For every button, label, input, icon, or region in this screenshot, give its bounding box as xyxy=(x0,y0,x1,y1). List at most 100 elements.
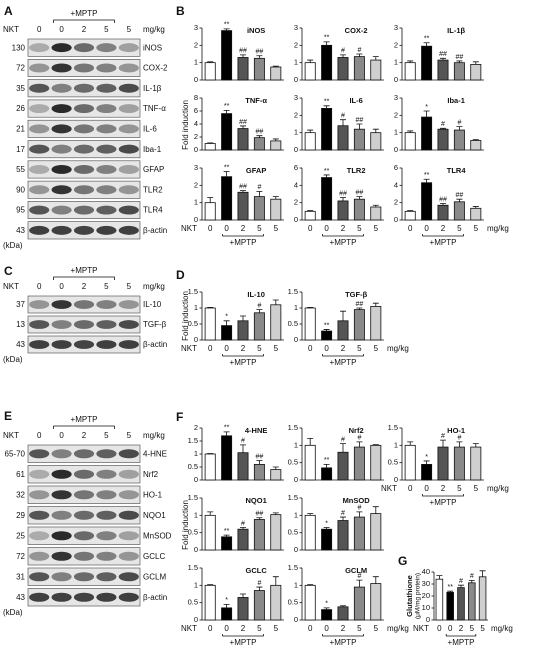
x-tick-label: 2 xyxy=(459,624,464,633)
significance: * xyxy=(425,454,428,461)
error-bar xyxy=(340,516,346,521)
y-tick-label: 20 xyxy=(422,591,430,600)
x-tick-label: 2 xyxy=(241,624,246,633)
y-tick-label: 1 xyxy=(394,440,398,449)
band xyxy=(118,185,139,195)
group-label: +MPTP xyxy=(71,266,98,275)
bar xyxy=(321,528,333,551)
protein-label: IL-10 xyxy=(143,300,162,309)
lane-label: 0 xyxy=(37,25,42,34)
band xyxy=(29,185,50,195)
band xyxy=(51,531,72,541)
kda-label: 25 xyxy=(16,531,25,540)
band xyxy=(51,469,72,479)
band xyxy=(118,205,139,215)
bracket xyxy=(222,234,264,237)
band xyxy=(29,449,50,459)
panel-label: B xyxy=(176,4,185,18)
y-tick-label: 4 xyxy=(394,180,398,189)
error-bar xyxy=(356,511,363,518)
bar xyxy=(370,513,382,551)
band xyxy=(118,124,139,134)
bar xyxy=(270,66,282,81)
bar xyxy=(321,467,333,481)
y-tick-label: 1 xyxy=(194,449,198,458)
y-tick-label: 0 xyxy=(294,335,298,344)
protein-label: HO-1 xyxy=(143,490,163,499)
significance: ## xyxy=(356,301,364,308)
lane-label: 5 xyxy=(104,282,109,291)
significance: ** xyxy=(224,528,230,535)
row-label: NKT xyxy=(181,624,197,633)
y-tick-label: 0 xyxy=(194,615,198,624)
y-tick-label: 2 xyxy=(394,40,398,49)
bar xyxy=(270,469,282,481)
band xyxy=(51,320,72,329)
error-bar xyxy=(256,55,263,59)
y-tick-label: 1.5 xyxy=(188,287,198,296)
bar xyxy=(221,435,233,481)
x-tick-label: 5 xyxy=(357,344,362,353)
chart-title: TLR4 xyxy=(447,166,467,175)
bar xyxy=(204,62,216,81)
x-tick-label: 2 xyxy=(441,484,446,493)
band xyxy=(118,83,139,93)
significance: # xyxy=(457,119,461,126)
band xyxy=(118,449,139,459)
bar xyxy=(404,132,416,151)
x-tick-label: 5 xyxy=(374,624,379,633)
y-axis-label: Glutathione xyxy=(405,575,414,617)
y-tick-label: 1 xyxy=(194,510,198,519)
x-tick-label: 5 xyxy=(374,224,379,233)
band xyxy=(51,572,72,582)
y-tick-label: 4 xyxy=(194,119,198,128)
y-tick-label: 0.5 xyxy=(188,462,198,471)
error-bar xyxy=(356,196,363,200)
significance: # xyxy=(357,573,361,580)
y-tick-label: 1.5 xyxy=(388,423,398,432)
kda-label: 43 xyxy=(16,593,25,602)
bracket xyxy=(445,634,477,637)
bar xyxy=(204,143,216,151)
band xyxy=(118,592,139,602)
error-bar xyxy=(223,604,230,608)
bar xyxy=(337,125,349,151)
significance: # xyxy=(257,580,261,587)
band xyxy=(29,469,50,479)
kda-label: 61 xyxy=(16,470,25,479)
y-tick-label: 1 xyxy=(194,198,198,207)
protein-label: GCLC xyxy=(143,552,165,561)
error-bar xyxy=(340,54,346,58)
y-axis-label: Fold induction xyxy=(181,500,190,550)
error-bar xyxy=(356,123,363,130)
error-bar xyxy=(223,109,230,114)
error-bar xyxy=(423,110,430,118)
bar xyxy=(253,196,265,221)
kda-label: 35 xyxy=(16,84,25,93)
band xyxy=(51,340,72,349)
error-bar xyxy=(256,586,263,591)
band xyxy=(73,144,95,154)
lane-label: 5 xyxy=(127,25,132,34)
significance: ## xyxy=(256,511,264,518)
y-tick-label: 3 xyxy=(294,23,298,32)
x-tick-label: 0 xyxy=(408,484,413,493)
band xyxy=(29,83,50,93)
panel-label: F xyxy=(176,410,183,424)
kda-label: 26 xyxy=(16,104,25,113)
x-tick-label: 5 xyxy=(474,484,479,493)
panel-label: D xyxy=(176,268,185,282)
x-tick-label: 5 xyxy=(274,344,279,353)
bar xyxy=(237,191,249,221)
x-tick-label: 5 xyxy=(357,224,362,233)
y-tick-label: 2 xyxy=(294,40,298,49)
bar xyxy=(204,307,216,341)
y-tick-label: 3 xyxy=(194,163,198,172)
error-bar xyxy=(323,41,330,46)
y-tick-label: 2 xyxy=(294,198,298,207)
band xyxy=(29,300,50,309)
kda-unit: (kDa) xyxy=(3,608,23,617)
kda-label: 130 xyxy=(12,43,26,52)
band xyxy=(51,83,72,93)
error-bar xyxy=(207,511,214,516)
